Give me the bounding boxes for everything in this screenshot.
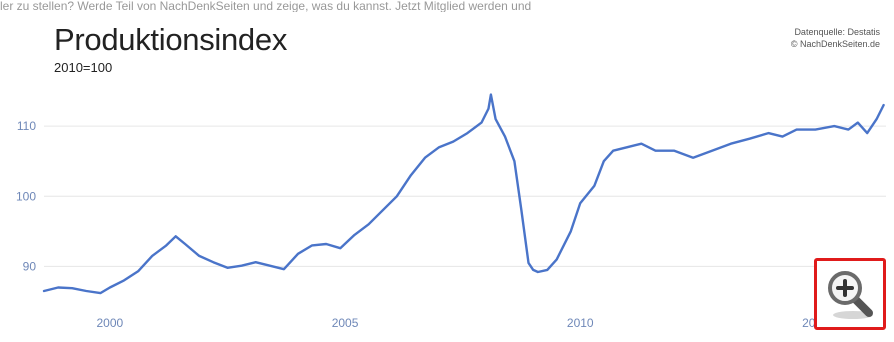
- copyright-line: © NachDenkSeiten.de: [790, 39, 880, 49]
- source-note: Datenquelle: Destatis © NachDenkSeiten.d…: [791, 26, 880, 50]
- magnifier-plus-icon: [828, 271, 873, 319]
- y-tick-label: 110: [17, 119, 36, 133]
- page-header-strip: ler zu stellen? Werde Teil von NachDenkS…: [0, 0, 532, 12]
- zoom-button[interactable]: [814, 258, 886, 330]
- x-tick-label: 2000: [97, 316, 124, 330]
- series-line: [42, 93, 885, 295]
- y-tick-label: 100: [16, 189, 36, 203]
- x-tick-label: 2010: [567, 316, 594, 330]
- x-tick-label: 2005: [332, 316, 359, 330]
- y-tick-label: 90: [23, 259, 37, 273]
- chart-title: Produktionsindex: [54, 22, 288, 57]
- chart-subtitle: 2010=100: [54, 60, 113, 75]
- source-line: Datenquelle: Destatis: [794, 27, 880, 37]
